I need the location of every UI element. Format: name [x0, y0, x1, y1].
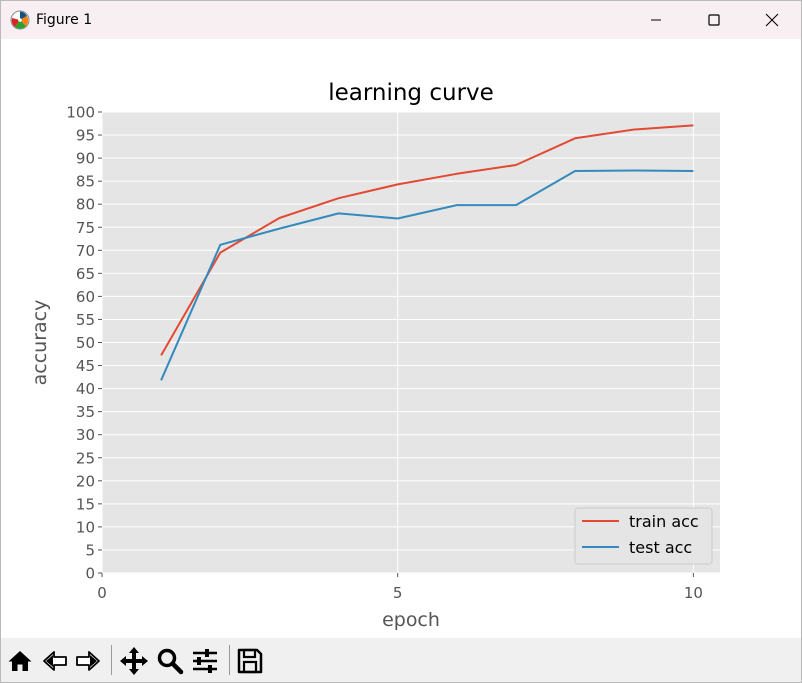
y-tick-label: 65	[76, 265, 95, 283]
y-tick-label: 70	[76, 242, 95, 260]
forward-arrow-icon	[76, 651, 100, 671]
configure-subplots-button[interactable]	[190, 646, 220, 676]
window-title: Figure 1	[36, 12, 93, 28]
y-tick-label: 30	[76, 426, 95, 444]
y-tick-label: 20	[76, 472, 95, 490]
x-tick-label: 5	[393, 584, 403, 602]
toolbar-separator	[229, 645, 230, 675]
chart: learning curve 0510152025303540455055606…	[29, 80, 720, 631]
configure-subplots-icon	[193, 649, 217, 673]
x-tick-label: 10	[684, 584, 703, 602]
y-tick-label: 35	[76, 403, 95, 421]
minimize-button[interactable]	[627, 1, 685, 39]
y-tick-label: 25	[76, 449, 95, 467]
zoom-button[interactable]	[155, 646, 185, 676]
y-tick-label: 5	[85, 541, 95, 559]
maximize-icon	[708, 14, 720, 26]
legend-label-0: train acc	[629, 512, 699, 531]
y-tick-label: 80	[76, 196, 95, 214]
pan-button[interactable]	[119, 646, 149, 676]
series-line-0	[160, 124, 694, 356]
figure-canvas[interactable]: learning curve 0 5 10 15 20 25 30 35 40 45 50 55 60 6…	[1, 39, 801, 638]
home-icon	[8, 651, 32, 671]
y-axis-ticks: 0 5 10 15 20 25 30 35 40 45 50 55 60 65 70 75 80 85 90 95 10…	[66, 104, 102, 583]
matplotlib-icon	[10, 10, 30, 30]
close-button[interactable]	[743, 1, 801, 39]
x-axis-label: epoch	[382, 609, 440, 631]
y-tick-label: 60	[76, 288, 95, 306]
x-tick-label: 0	[97, 584, 107, 602]
y-tick-label: 40	[76, 380, 95, 398]
back-button[interactable]	[40, 646, 70, 676]
series-line-1	[160, 169, 694, 381]
y-tick-label: 55	[76, 311, 95, 329]
y-gridlines	[102, 111, 720, 574]
save-floppy-icon	[237, 648, 263, 674]
zoom-magnifier-icon	[157, 648, 184, 675]
y-tick-label: 85	[76, 173, 95, 191]
pan-move-icon	[120, 647, 148, 675]
series-lines	[160, 124, 694, 381]
y-tick-label: 15	[76, 495, 95, 513]
y-tick-label: 10	[76, 518, 95, 536]
navigation-toolbar	[1, 638, 801, 682]
y-tick-label: 50	[76, 334, 95, 352]
y-tick-label: 75	[76, 219, 95, 237]
maximize-button[interactable]	[685, 1, 743, 39]
forward-button[interactable]	[73, 646, 103, 676]
title-bar[interactable]: Figure 1	[1, 1, 801, 39]
y-axis-label: accuracy	[29, 300, 51, 386]
legend-label-1: test acc	[629, 538, 692, 557]
y-tick-label: 95	[76, 127, 95, 145]
home-button[interactable]	[5, 646, 35, 676]
y-tick-label: 100	[66, 104, 95, 122]
y-tick-label: 0	[85, 565, 95, 583]
back-arrow-icon	[43, 651, 67, 671]
x-axis-ticks: 0 5 10	[97, 573, 703, 602]
save-button[interactable]	[235, 646, 265, 676]
minimize-icon	[651, 19, 661, 21]
toolbar-separator	[111, 645, 112, 675]
legend: train acc test acc	[574, 507, 713, 565]
close-icon	[765, 13, 779, 27]
y-tick-label: 90	[76, 150, 95, 168]
chart-title: learning curve	[328, 80, 494, 106]
y-tick-label: 45	[76, 357, 95, 375]
